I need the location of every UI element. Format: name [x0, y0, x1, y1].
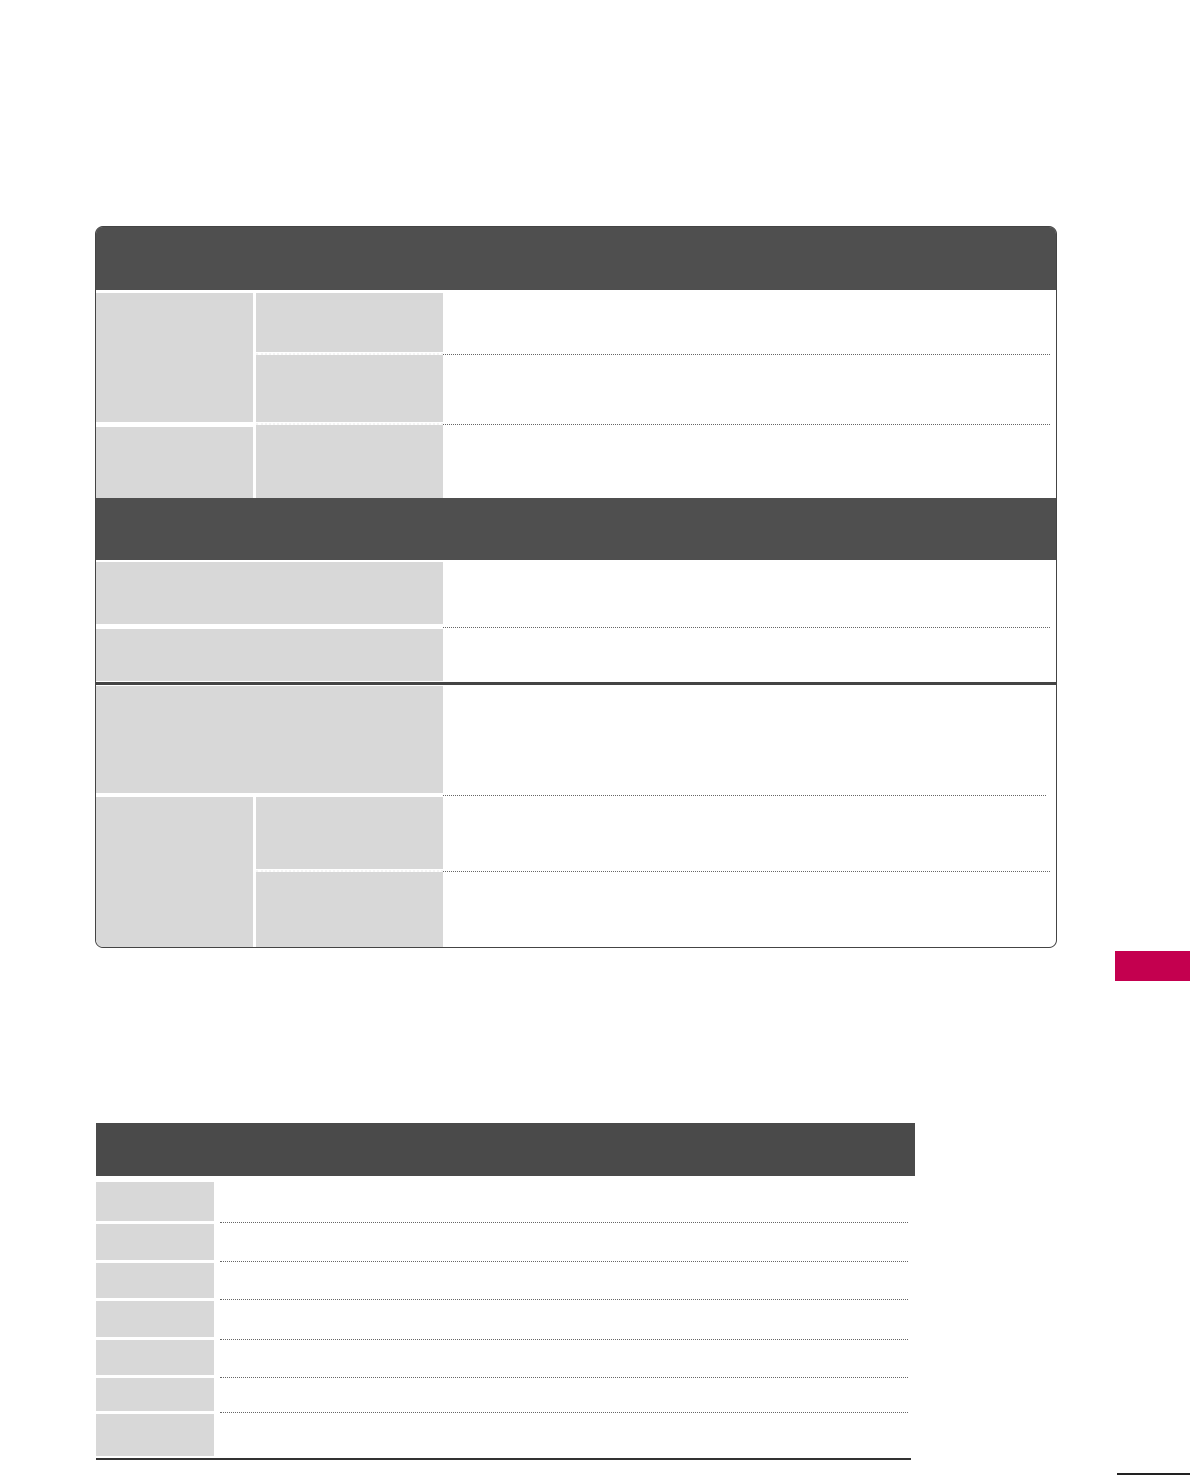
table-1-subheader [96, 498, 1056, 560]
spec-table-2 [96, 1123, 916, 1461]
row-sublabel-2 [256, 355, 443, 422]
divider [443, 795, 1046, 796]
divider [256, 353, 443, 355]
row-sublabel-8 [256, 872, 443, 947]
divider [220, 1339, 908, 1340]
page-footer-rule [1117, 1473, 1190, 1475]
table-1-header [96, 227, 1056, 290]
divider [443, 871, 1050, 872]
table-2-row-label [96, 1414, 214, 1456]
row-sublabel-7 [256, 797, 443, 869]
divider [220, 1377, 908, 1378]
divider [220, 1299, 908, 1300]
table-2-header [96, 1123, 915, 1176]
divider [220, 1412, 908, 1413]
divider [220, 1222, 908, 1223]
row-label-4 [96, 562, 443, 624]
spec-table-1 [95, 226, 1057, 948]
divider [443, 354, 1050, 355]
divider [256, 870, 443, 872]
row-sublabel-1 [256, 293, 443, 352]
row-label-6 [96, 686, 443, 793]
section-tab-marker [1115, 951, 1190, 981]
divider [256, 423, 443, 425]
divider [443, 424, 1050, 425]
table-2-bottom-rule [96, 1458, 911, 1460]
table-2-row-label [96, 1224, 214, 1260]
row-label-group-1 [96, 293, 253, 422]
divider [220, 1261, 908, 1262]
table-2-row-label [96, 1263, 214, 1298]
divider [443, 627, 1050, 628]
table-2-row-label [96, 1301, 214, 1337]
row-sublabel-3 [256, 425, 443, 498]
table-2-row-label [96, 1340, 214, 1375]
table-2-row-label [96, 1182, 214, 1221]
row-label-group-3 [96, 797, 253, 947]
table-2-row-label [96, 1378, 214, 1411]
section-divider [96, 682, 1056, 685]
row-label-5 [96, 629, 443, 681]
row-label-group-2 [96, 427, 253, 498]
